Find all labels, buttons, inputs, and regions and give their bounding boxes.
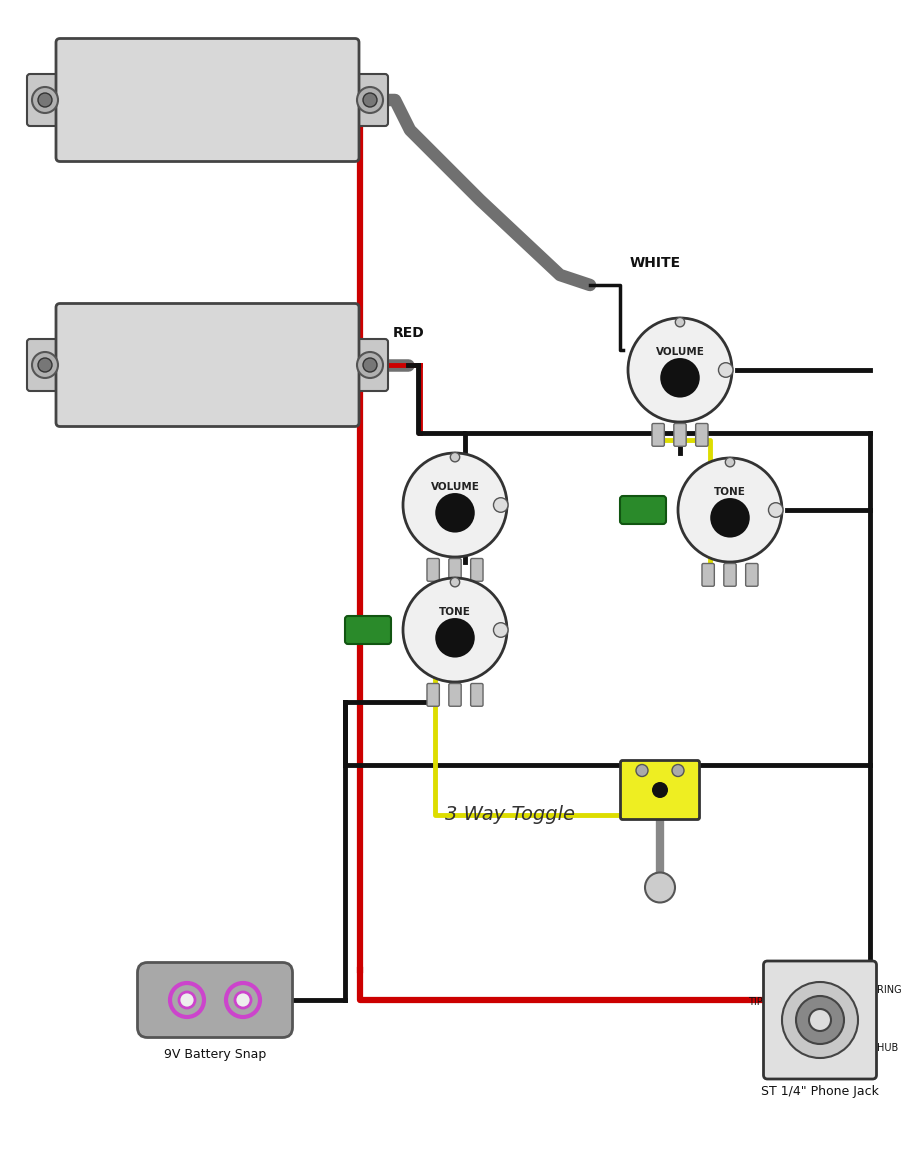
- FancyBboxPatch shape: [345, 615, 391, 644]
- Circle shape: [363, 358, 377, 372]
- Text: RED: RED: [393, 326, 425, 340]
- Circle shape: [494, 497, 508, 512]
- Circle shape: [38, 358, 52, 372]
- FancyBboxPatch shape: [702, 564, 714, 586]
- FancyBboxPatch shape: [27, 339, 63, 391]
- FancyBboxPatch shape: [427, 683, 440, 707]
- Circle shape: [179, 992, 195, 1009]
- FancyBboxPatch shape: [620, 496, 666, 524]
- Circle shape: [435, 493, 475, 532]
- Text: VOLUME: VOLUME: [655, 346, 704, 357]
- Circle shape: [796, 996, 844, 1044]
- Circle shape: [32, 87, 58, 113]
- Circle shape: [494, 622, 508, 638]
- Circle shape: [660, 358, 700, 398]
- Text: TIP: TIP: [748, 997, 763, 1007]
- FancyBboxPatch shape: [652, 424, 665, 446]
- Circle shape: [357, 87, 383, 113]
- Text: 9V Battery Snap: 9V Battery Snap: [164, 1048, 266, 1061]
- Text: HUB: HUB: [878, 1042, 899, 1053]
- FancyBboxPatch shape: [427, 558, 440, 581]
- Circle shape: [768, 503, 783, 517]
- Circle shape: [451, 453, 460, 462]
- FancyBboxPatch shape: [621, 760, 700, 819]
- Circle shape: [226, 983, 260, 1017]
- Circle shape: [782, 982, 858, 1058]
- FancyBboxPatch shape: [352, 339, 388, 391]
- Text: TONE: TONE: [714, 487, 746, 497]
- Circle shape: [435, 618, 475, 658]
- Circle shape: [676, 317, 685, 326]
- FancyBboxPatch shape: [56, 303, 359, 427]
- Circle shape: [403, 578, 507, 682]
- FancyBboxPatch shape: [696, 424, 708, 446]
- Text: TONE: TONE: [439, 607, 471, 617]
- Circle shape: [32, 352, 58, 378]
- FancyBboxPatch shape: [471, 683, 483, 707]
- FancyBboxPatch shape: [471, 558, 483, 581]
- FancyBboxPatch shape: [745, 564, 758, 586]
- Circle shape: [357, 352, 383, 378]
- FancyBboxPatch shape: [138, 963, 293, 1038]
- Circle shape: [711, 498, 750, 537]
- Circle shape: [636, 764, 648, 777]
- FancyBboxPatch shape: [674, 424, 686, 446]
- Text: WHITE: WHITE: [630, 256, 681, 270]
- FancyBboxPatch shape: [352, 74, 388, 126]
- FancyBboxPatch shape: [27, 74, 63, 126]
- Circle shape: [652, 782, 668, 798]
- Circle shape: [628, 318, 732, 422]
- Circle shape: [645, 873, 675, 902]
- Text: 3 Way Toggle: 3 Way Toggle: [445, 805, 575, 824]
- Circle shape: [678, 457, 782, 562]
- Circle shape: [719, 363, 733, 377]
- FancyBboxPatch shape: [449, 558, 461, 581]
- FancyBboxPatch shape: [723, 564, 736, 586]
- FancyBboxPatch shape: [449, 683, 461, 707]
- Circle shape: [363, 92, 377, 106]
- Text: VOLUME: VOLUME: [431, 482, 479, 491]
- Text: RING: RING: [878, 985, 902, 994]
- Circle shape: [725, 457, 734, 467]
- FancyBboxPatch shape: [764, 961, 877, 1079]
- Circle shape: [809, 1009, 831, 1031]
- Circle shape: [451, 578, 460, 587]
- Circle shape: [38, 92, 52, 106]
- Circle shape: [235, 992, 251, 1009]
- Circle shape: [672, 764, 684, 777]
- Circle shape: [403, 453, 507, 557]
- FancyBboxPatch shape: [56, 39, 359, 161]
- Circle shape: [170, 983, 204, 1017]
- Text: ST 1/4" Phone Jack: ST 1/4" Phone Jack: [761, 1085, 879, 1097]
